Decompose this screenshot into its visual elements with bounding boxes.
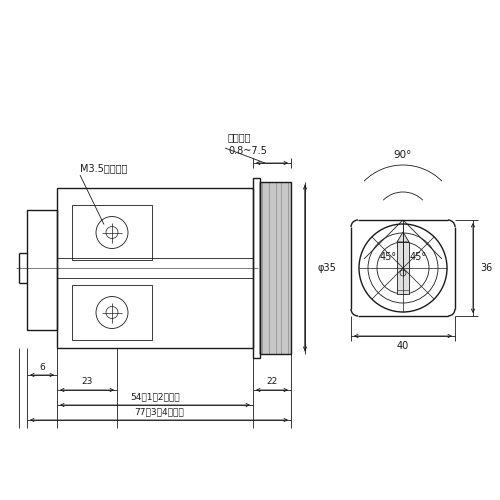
Text: 77（3～4接点）: 77（3～4接点） [134,408,184,416]
Bar [27,210,57,330]
Bar [253,178,260,358]
Text: 6: 6 [39,362,45,372]
Text: 22: 22 [266,378,278,386]
Bar [72,285,152,340]
Text: φ35: φ35 [318,263,336,273]
Text: 36: 36 [480,263,492,273]
Text: 45°: 45° [410,252,427,262]
Polygon shape [397,232,409,242]
Text: 54（1～2接点）: 54（1～2接点） [130,392,180,402]
Text: 23: 23 [82,378,92,386]
Text: M3.5端子ねじ: M3.5端子ねじ [80,163,128,173]
Text: 45°: 45° [379,252,396,262]
Text: パネル厚: パネル厚 [228,132,252,142]
Bar [260,182,291,354]
Bar [72,205,152,260]
Text: 0.8~7.5: 0.8~7.5 [228,146,267,156]
Text: 90°: 90° [394,150,412,160]
Text: 40: 40 [397,341,409,351]
Bar [397,242,409,294]
Bar [57,188,253,348]
